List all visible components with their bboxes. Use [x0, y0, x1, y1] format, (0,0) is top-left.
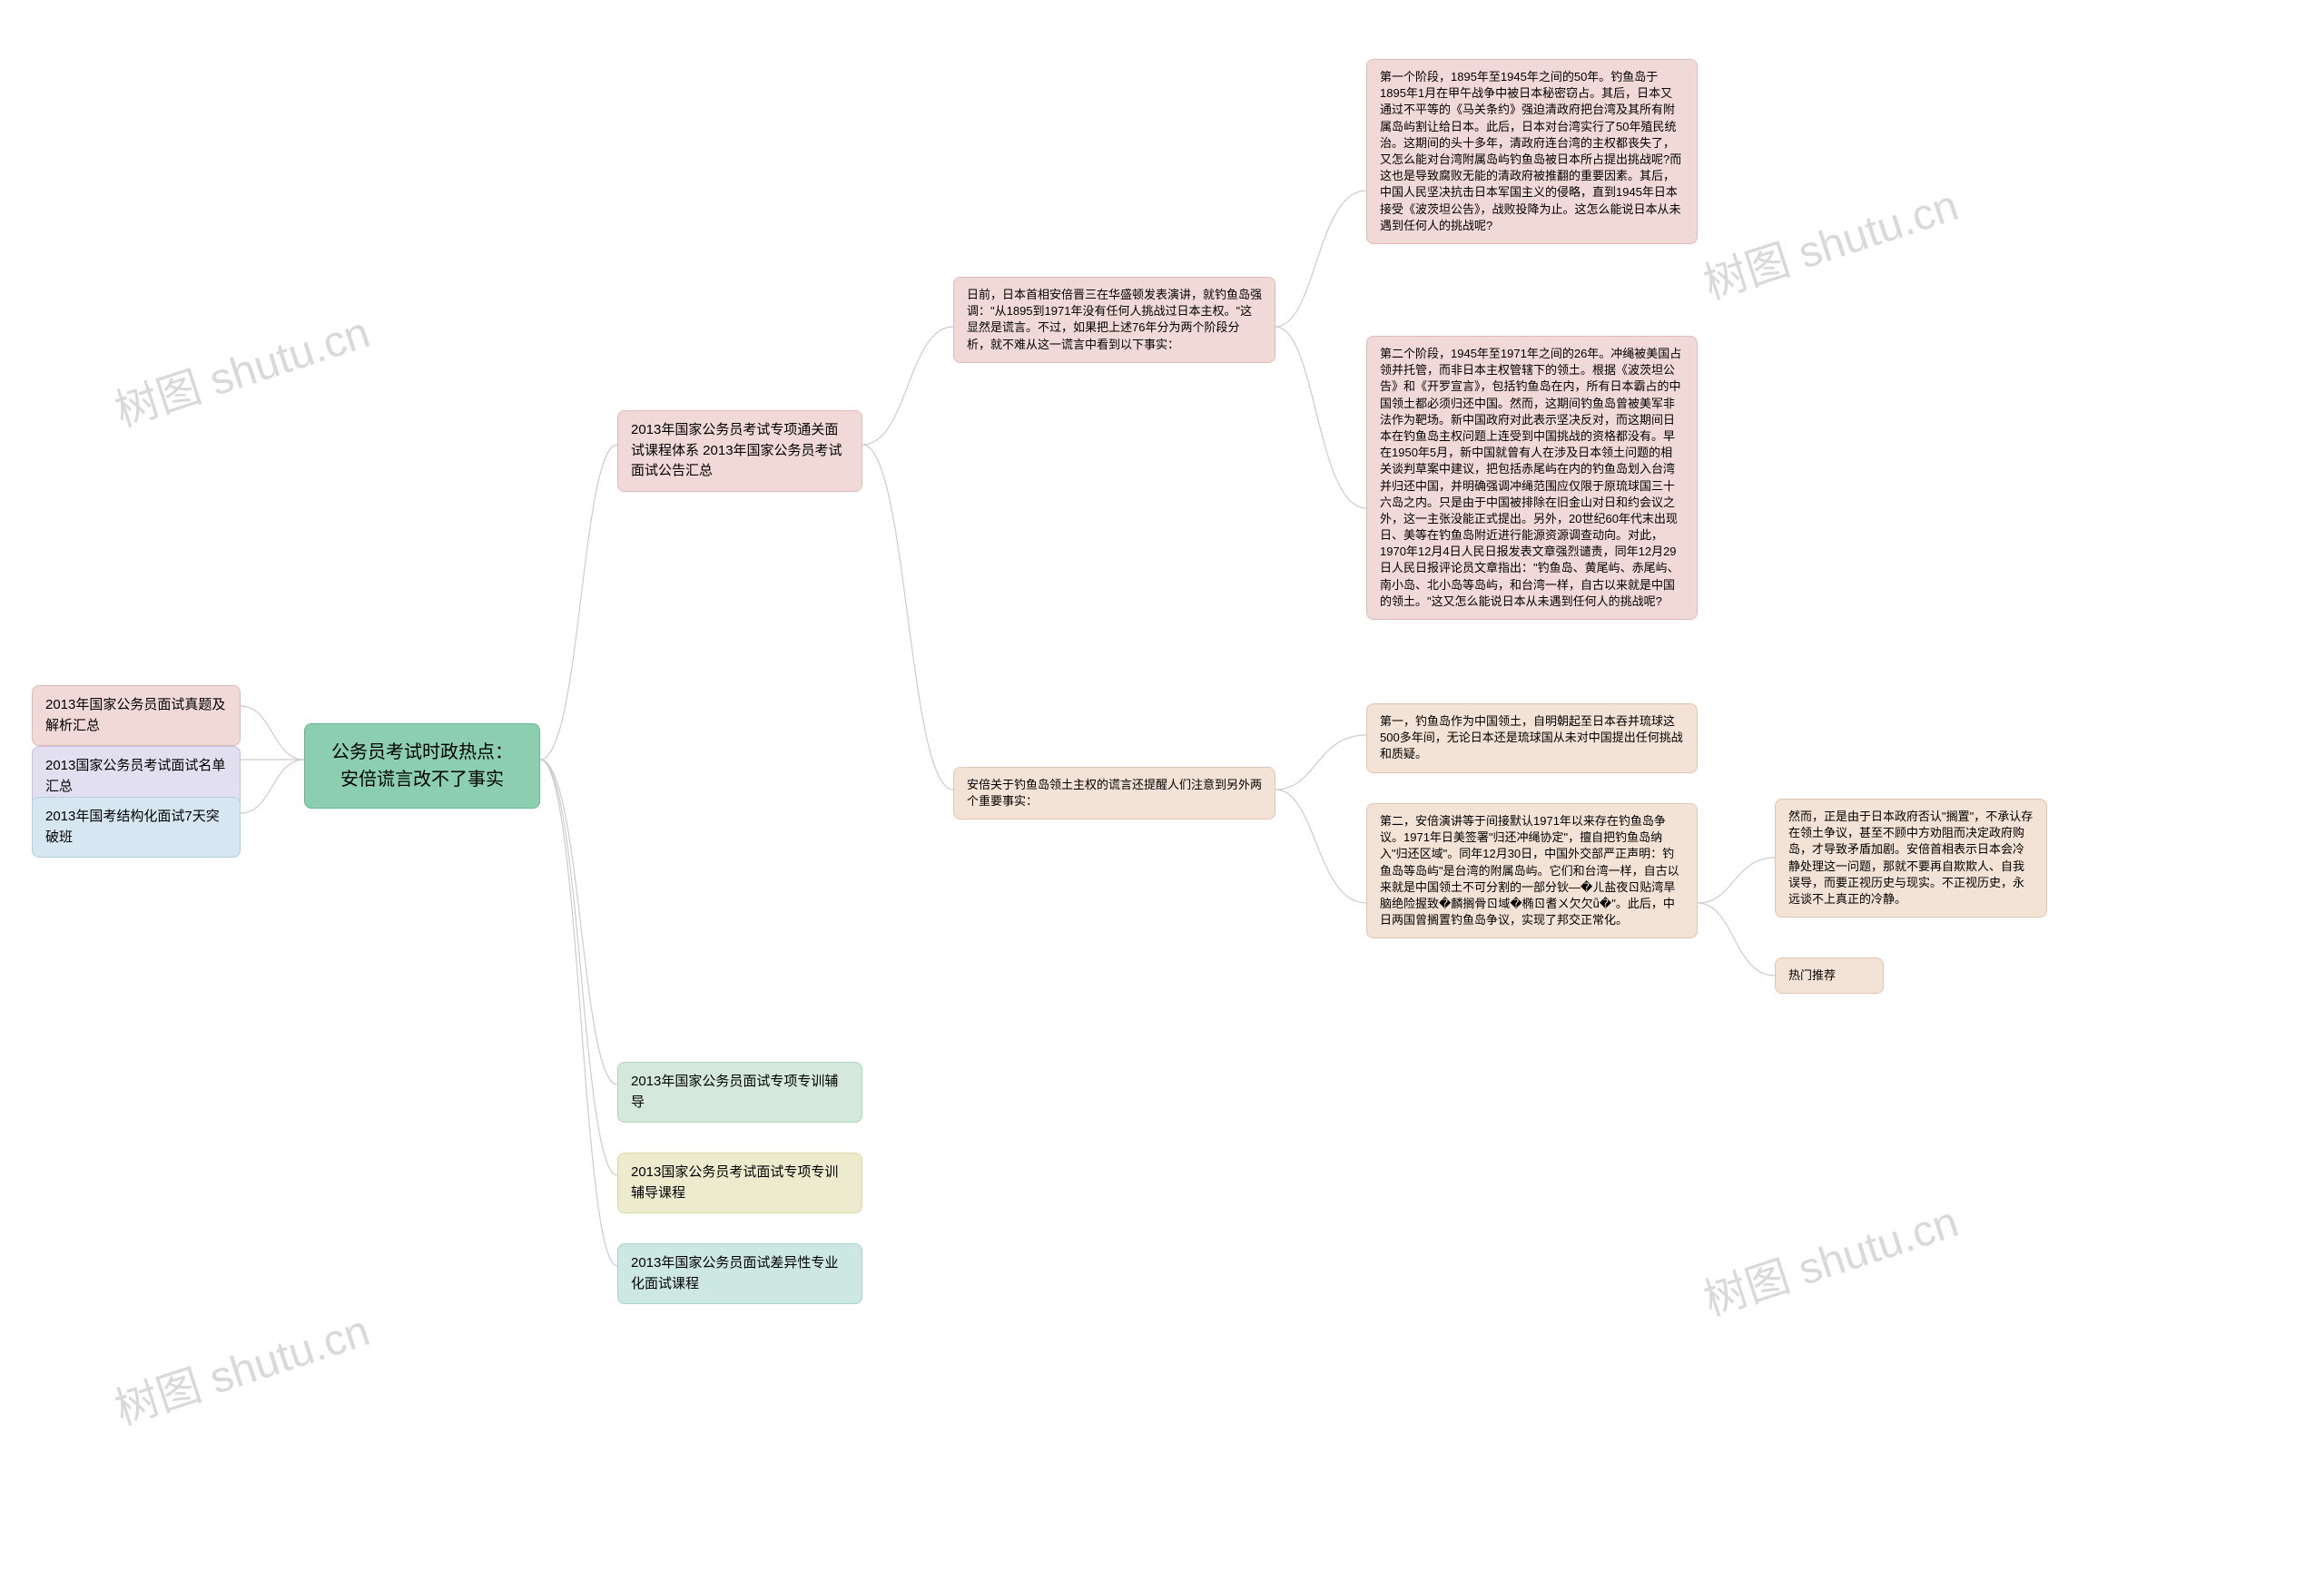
- center-node: 公务员考试时政热点：安倍谎言改不了事实: [304, 723, 540, 809]
- right-bottom-c: 2013年国家公务员面试差异性专业化面试课程: [617, 1243, 862, 1304]
- right-bottom-b: 2013国家公务员考试面试专项专训辅导课程: [617, 1153, 862, 1213]
- leaf-fact2: 第二，安倍演讲等于间接默认1971年以来存在钓鱼岛争议。1971年日美签署"归还…: [1366, 803, 1698, 938]
- watermark: 树图 shutu.cn: [105, 297, 376, 438]
- right-bottom-a: 2013年国家公务员面试专项专训辅导: [617, 1062, 862, 1123]
- watermark: 树图 shutu.cn: [1694, 1186, 1965, 1328]
- right-top-child2: 安倍关于钓鱼岛领土主权的谎言还提醒人们注意到另外两个重要事实：: [953, 767, 1275, 820]
- watermark: 树图 shutu.cn: [1694, 170, 1965, 311]
- right-top-parent: 2013年国家公务员考试专项通关面试课程体系 2013年国家公务员考试面试公告汇…: [617, 410, 862, 492]
- watermark: 树图 shutu.cn: [105, 1295, 376, 1437]
- leaf-hot: 热门推荐: [1775, 957, 1884, 994]
- left-item-a: 2013年国家公务员面试真题及解析汇总: [32, 685, 241, 746]
- right-top-child1: 日前，日本首相安倍晋三在华盛顿发表演讲，就钓鱼岛强调："从1895到1971年没…: [953, 277, 1275, 363]
- left-item-c: 2013年国考结构化面试7天突破班: [32, 797, 241, 858]
- leaf-stage1: 第一个阶段，1895年至1945年之间的50年。钓鱼岛于1895年1月在甲午战争…: [1366, 59, 1698, 244]
- leaf-stage2: 第二个阶段，1945年至1971年之间的26年。冲绳被美国占领并托管，而非日本主…: [1366, 336, 1698, 620]
- leaf-fact1: 第一，钓鱼岛作为中国领土，自明朝起至日本吞并琉球这500多年间，无论日本还是琉球…: [1366, 703, 1698, 773]
- leaf-conclusion: 然而，正是由于日本政府否认"搁置"，不承认存在领土争议，甚至不顾中方劝阻而决定政…: [1775, 799, 2047, 918]
